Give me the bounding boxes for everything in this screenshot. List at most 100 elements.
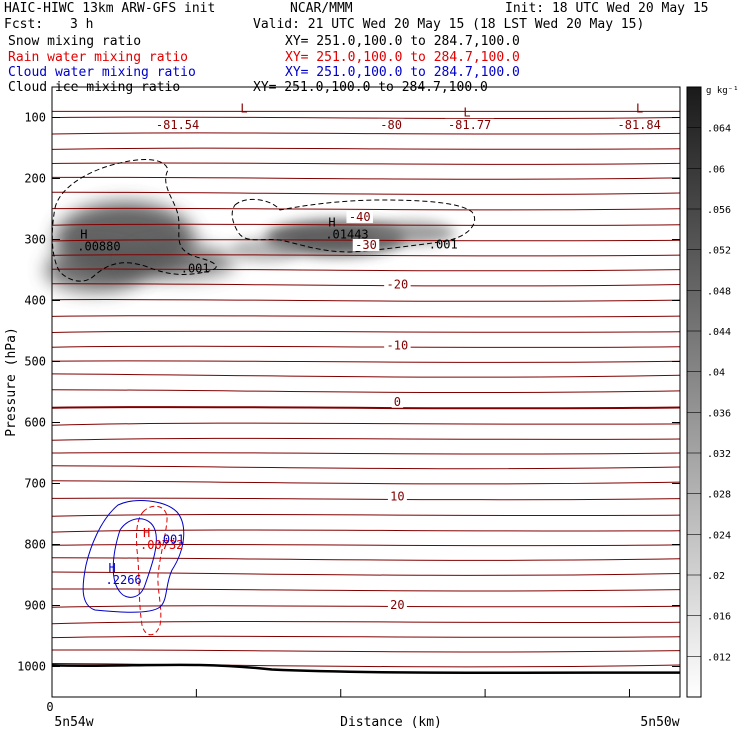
isotherm-line [51,465,681,470]
isotherm-line [51,283,681,287]
colorbar-units: g kg⁻¹ [706,86,739,96]
colorbar-label: .056 [707,205,731,216]
temperature-contours [51,110,681,668]
field-snow-xy: XY= 251.0,100.0 to 284.7,100.0 [285,34,520,49]
isotherm-line [51,480,681,485]
isotherm-line [51,649,681,653]
isotherm-line [51,330,681,333]
extremum-mark: H [328,216,335,230]
ground-line [51,663,681,675]
temperature-label-bg [614,118,664,131]
colorbar-fill [686,86,702,698]
cloud-water-contours [82,500,185,613]
x-end-label: 5n50w [640,715,679,730]
isotherm-line [51,132,681,135]
contour-value-label: .001 [181,261,210,275]
rain-water-contours [136,505,168,636]
y-tick-label: 800 [24,538,46,552]
temperature-label-bg [384,339,411,352]
colorbar-label: .048 [707,286,731,297]
snow-mixing-ratio-contours [51,159,476,282]
temperature-label-bg [387,598,407,611]
cloudwater-contour-inner [112,518,157,598]
plot-labels: -81.54 -80 -81.77 -81.84 -40 -30 -20 -10 0 10 20 L L… [77,102,664,612]
isotherm-line [51,497,681,501]
temperature-label: -81.77 [448,118,491,132]
isotherm-line [51,437,681,441]
isotherm-line [51,452,681,455]
y-tick-label: 100 [24,111,46,125]
temperature-label-bg [384,278,411,291]
field-cloudwater-name: Cloud water mixing ratio [8,65,196,80]
isotherm-line [51,373,681,378]
extremum-mark: H [109,561,116,575]
temperature-label-bg [153,118,203,131]
colorbar-label: .028 [707,490,731,501]
isotherm-line [51,529,681,533]
y-tick-label: 900 [24,599,46,613]
field-cloudwater-xy: XY= 251.0,100.0 to 284.7,100.0 [285,65,520,80]
isotherm-line [51,223,681,226]
colorbar-label: .064 [707,124,731,135]
cloudwater-contour-outer [82,500,185,613]
rain-contour [136,505,168,636]
y-tick-label: 200 [24,172,46,186]
isotherm-line [51,543,681,547]
colorbar: .064 .06 .056 .052 .048 .044 .04 .036 .032 .028 .0… [686,86,739,698]
forecast-value: 3 h [70,17,94,32]
isotherm-line [51,162,681,165]
isotherm-line [51,406,681,410]
extremum-mark: H [143,526,150,540]
extremum-mark: L [636,102,643,116]
contour-value-label: .001 [429,238,458,252]
isotherm-line [51,268,681,272]
temperature-label: 20 [390,598,404,612]
y-tick-label: 400 [24,294,46,308]
isotherm-line [51,345,681,348]
temperature-label: 0 [394,395,401,409]
isotherm-line [51,588,681,592]
temperature-label-bg [346,210,373,223]
init-time: Init: 18 UTC Wed 20 May 15 [505,1,709,16]
temperature-label: -80 [380,118,402,132]
isotherm-line [51,514,681,517]
extremum-value: .01443 [325,228,368,242]
ground-surface-line [51,663,681,675]
temperature-label: -40 [349,210,371,224]
isotherm-line [51,620,681,625]
colorbar-label: .012 [707,652,731,663]
isotherm-line [51,299,681,302]
extremum-value: .00732 [140,538,183,552]
organization: NCAR/MMM [290,1,353,16]
temperature-label-bg [387,490,407,503]
valid-time: Valid: 21 UTC Wed 20 May 15 (18 LST Wed … [253,17,645,32]
isotherm-line [51,605,681,608]
isotherm-line [51,147,681,150]
temperature-label: -10 [387,339,409,353]
temperature-label-bg [445,118,495,131]
isotherm-line [51,557,681,561]
field-rain-name: Rain water mixing ratio [8,50,189,65]
snow-contour-west [51,159,217,282]
colorbar-label: .036 [707,408,731,419]
extremum-value: .2266 [106,573,142,587]
colorbar-label: .06 [707,164,725,175]
isotherm-line [51,360,681,363]
extremum-mark: H [80,227,87,241]
temperature-label: -81.54 [156,118,199,132]
y-tick-label: 600 [24,416,46,430]
extremum-mark: L [463,105,470,119]
temperature-label: -30 [355,238,377,252]
isotherm-line [51,571,681,576]
isotherm-line [51,422,681,426]
isotherm-line [51,239,681,242]
x-start-label: 5n54w [54,715,93,730]
isotherm-line [51,191,681,195]
colorbar-label: .044 [707,327,731,338]
y-tick-label: 300 [24,233,46,247]
colorbar-label: .032 [707,449,731,460]
colorbar-label: .016 [707,612,731,623]
x-origin-label: 0 [46,700,53,714]
